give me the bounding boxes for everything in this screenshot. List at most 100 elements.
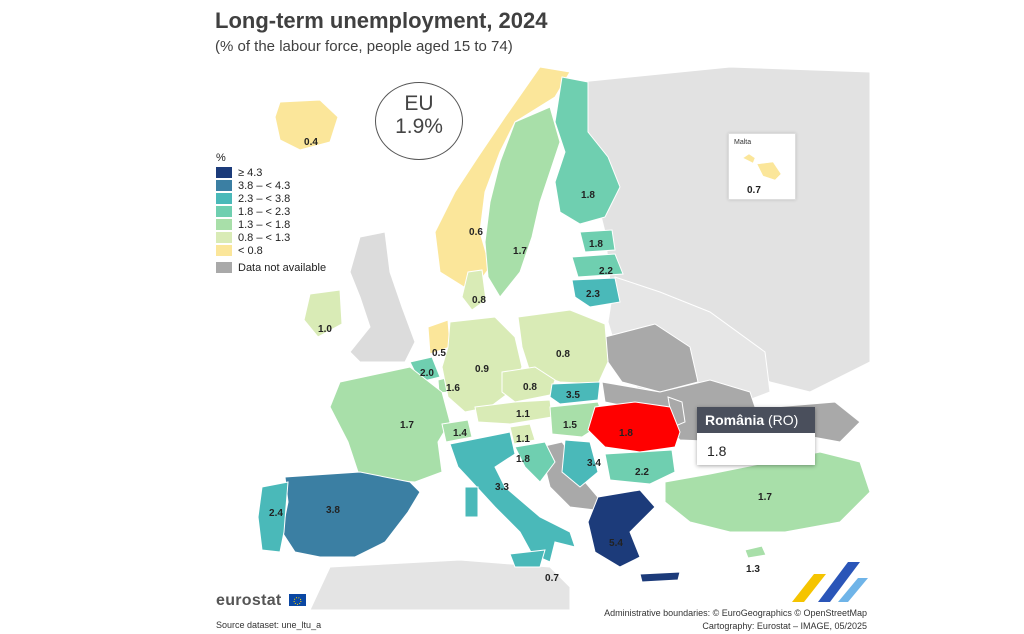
label-be: 2.0 [420, 368, 434, 379]
inset-title: Malta [734, 139, 752, 146]
legend-item[interactable]: < 0.8 [216, 244, 326, 257]
tooltip-value: 1.8 [707, 443, 727, 459]
country-lithuania[interactable] [571, 277, 621, 308]
country-serbia[interactable] [561, 439, 599, 488]
label-pl: 0.8 [556, 349, 570, 360]
cartography-credit: Cartography: Eurostat – IMAGE, 05/2025 [702, 621, 867, 631]
country-croatia[interactable] [514, 441, 556, 483]
label-lt: 2.3 [586, 289, 600, 300]
legend-item[interactable]: 1.3 – < 1.8 [216, 218, 326, 231]
tooltip-country-name: România [705, 412, 765, 428]
country-bulgaria[interactable] [604, 449, 676, 485]
tooltip-header: România (RO) [697, 407, 815, 433]
legend-item[interactable]: 3.8 – < 4.3 [216, 179, 326, 192]
eu-label: EU [404, 92, 434, 115]
label-lu: 1.6 [446, 383, 460, 394]
label-cz: 0.8 [523, 382, 537, 393]
country-portugal[interactable] [257, 481, 289, 553]
europe-map[interactable]: 0.4 0.6 1.7 1.8 1.8 2.2 2.3 0.8 1.0 0.5 … [210, 62, 870, 610]
label-fr: 1.7 [400, 420, 414, 431]
map-area[interactable]: 0.4 0.6 1.7 1.8 1.8 2.2 2.3 0.8 1.0 0.5 … [210, 62, 870, 610]
eu-flag-icon [289, 594, 306, 606]
label-de: 0.9 [475, 364, 489, 375]
legend-swatch [216, 219, 232, 230]
corner-decoration-icon [792, 562, 868, 602]
country-slovenia[interactable] [509, 423, 536, 445]
legend-label: Data not available [238, 261, 327, 274]
region-uk [349, 231, 416, 363]
legend-label: 3.8 – < 4.3 [238, 179, 291, 192]
country-latvia[interactable] [571, 253, 624, 278]
label-fi: 1.8 [581, 190, 595, 201]
eu-average-bubble: EU 1.9% [375, 82, 463, 160]
country-estonia[interactable] [579, 229, 616, 253]
legend-label: 0.8 – < 1.3 [238, 231, 291, 244]
country-slovakia[interactable] [549, 381, 601, 405]
label-hr: 1.8 [516, 454, 530, 465]
map-subtitle: (% of the labour force, people aged 15 t… [215, 38, 513, 55]
country-greece[interactable] [587, 489, 656, 568]
island-sardinia[interactable] [464, 486, 479, 518]
legend-label: < 0.8 [238, 244, 263, 257]
label-mt: 0.7 [545, 573, 559, 584]
legend-label: ≥ 4.3 [238, 166, 263, 179]
label-tr: 1.7 [758, 492, 772, 503]
inset-value: 0.7 [747, 185, 761, 196]
legend-swatch [216, 262, 232, 273]
country-ireland[interactable] [303, 289, 343, 338]
country-switzerland[interactable] [441, 419, 473, 443]
label-lv: 2.2 [599, 266, 613, 277]
source-dataset: Source dataset: une_ltu_a [216, 620, 322, 630]
country-france[interactable] [329, 366, 451, 483]
country-denmark[interactable] [461, 269, 487, 311]
island-crete[interactable] [639, 571, 681, 583]
country-sweden[interactable] [484, 106, 561, 298]
label-ie: 1.0 [318, 324, 332, 335]
legend-item[interactable]: ≥ 4.3 [216, 166, 326, 179]
label-sk: 3.5 [566, 390, 580, 401]
legend: % ≥ 4.3 3.8 – < 4.3 2.3 – < 3.8 1.8 – < … [216, 152, 326, 274]
label-ee: 1.8 [589, 239, 603, 250]
label-rs: 3.4 [587, 458, 601, 469]
legend-label: 1.8 – < 2.3 [238, 205, 291, 218]
country-tooltip: România (RO) 1.8 [697, 407, 815, 465]
legend-item[interactable]: 1.8 – < 2.3 [216, 205, 326, 218]
legend-swatch [216, 232, 232, 243]
label-el: 5.4 [609, 538, 623, 549]
label-is: 0.4 [304, 137, 318, 148]
legend-item[interactable]: 2.3 – < 3.8 [216, 192, 326, 205]
label-it: 3.3 [495, 482, 509, 493]
legend-item-na[interactable]: Data not available [216, 261, 326, 274]
label-no: 0.6 [469, 227, 483, 238]
label-es: 3.8 [326, 505, 340, 516]
malta-shape [742, 153, 782, 181]
label-cy: 1.3 [746, 564, 760, 575]
map-title: Long-term unemployment, 2024 [215, 8, 548, 33]
country-cyprus[interactable] [744, 545, 767, 559]
legend-unit: % [216, 152, 226, 164]
country-finland[interactable] [554, 76, 621, 225]
legend-label: 2.3 – < 3.8 [238, 192, 291, 205]
country-italy[interactable] [449, 431, 576, 563]
label-si: 1.1 [516, 434, 530, 445]
legend-swatch [216, 245, 232, 256]
label-bg: 2.2 [635, 467, 649, 478]
legend-label: 1.3 – < 1.8 [238, 218, 291, 231]
label-ch: 1.4 [453, 428, 467, 439]
eurostat-logo: eurostat [216, 592, 282, 609]
country-iceland[interactable] [274, 99, 339, 151]
region-africa [309, 559, 571, 610]
legend-swatch [216, 206, 232, 217]
legend-swatch [216, 180, 232, 191]
legend-swatch [216, 193, 232, 204]
malta-inset[interactable]: Malta 0.7 [728, 133, 796, 200]
island-sicily[interactable] [509, 549, 546, 568]
country-spain[interactable] [281, 471, 421, 558]
label-hu: 1.5 [563, 420, 577, 431]
label-pt: 2.4 [269, 508, 283, 519]
label-se: 1.7 [513, 246, 527, 257]
boundaries-credit: Administrative boundaries: © EuroGeograp… [604, 608, 867, 618]
label-ro: 1.8 [619, 428, 633, 439]
country-romania[interactable] [587, 401, 681, 453]
legend-item[interactable]: 0.8 – < 1.3 [216, 231, 326, 244]
